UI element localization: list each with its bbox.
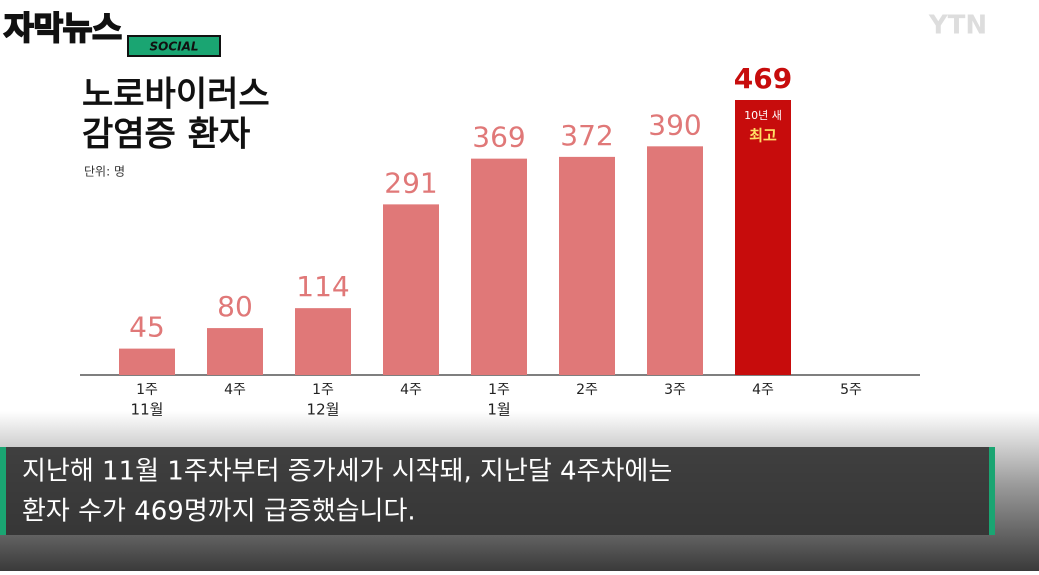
x-tick-label: 1주 [488, 382, 510, 398]
x-tick-label: 1주 [136, 382, 158, 398]
broadcaster: YTN [928, 11, 987, 41]
annotation: 최고 [749, 127, 777, 145]
logo-tag-box [127, 35, 221, 57]
caption-box [0, 447, 995, 535]
x-tick-label: 4주 [224, 382, 246, 398]
value-label: 114 [296, 270, 349, 303]
bar [559, 156, 615, 375]
bar [471, 158, 527, 375]
unit-label: 단위: 명 [84, 165, 125, 179]
caption-line: 환자 수가 469명까지 급증했습니다. [22, 497, 416, 527]
x-tick-label: 2주 [576, 382, 598, 398]
bar [647, 146, 703, 375]
annotation: 10년 새 [744, 109, 782, 122]
x-month-label: 11월 [131, 401, 164, 419]
chart-title: 노로바이러스 [82, 75, 270, 115]
bar [119, 348, 175, 375]
bar [383, 204, 439, 375]
x-tick-label: 3주 [664, 382, 686, 398]
value-label: 369 [472, 121, 525, 154]
bar [295, 308, 351, 375]
chart-title: 감염증 환자 [82, 115, 250, 155]
bar [207, 328, 263, 375]
x-month-label: 12월 [307, 401, 340, 419]
x-tick-label: 4주 [752, 382, 774, 398]
value-label: 372 [560, 119, 613, 152]
logo: 자막뉴스 [4, 9, 122, 47]
caption-line: 지난해 11월 1주차부터 증가세가 시작돼, 지난달 4주차에는 [22, 457, 672, 487]
caption-stripe [989, 447, 995, 535]
x-tick-label: 5주 [840, 382, 862, 398]
x-tick-label: 1주 [312, 382, 334, 398]
x-month-label: 1월 [487, 401, 510, 419]
value-label: 80 [217, 290, 253, 323]
caption-stripe [0, 447, 6, 535]
bar [735, 100, 791, 375]
value-label: 45 [129, 311, 165, 344]
value-label: 390 [648, 108, 701, 141]
logo-tag: SOCIAL [149, 40, 198, 54]
x-tick-label: 4주 [400, 382, 422, 398]
value-label: 469 [734, 62, 792, 95]
value-label: 291 [384, 166, 437, 199]
